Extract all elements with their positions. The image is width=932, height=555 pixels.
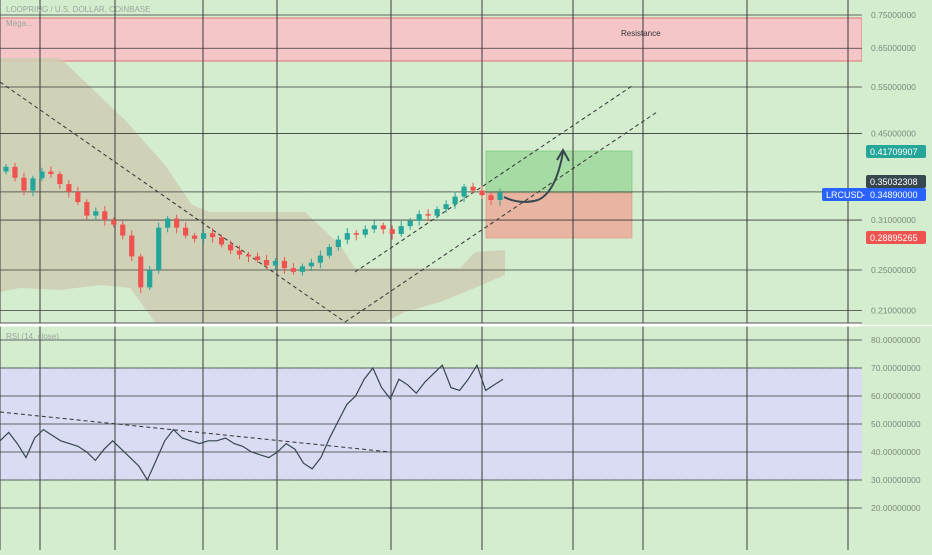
candle-body (174, 218, 180, 228)
rsi-tick-label: 80.00000000 (871, 335, 921, 345)
candle-body (335, 239, 341, 248)
candle-body (317, 255, 323, 263)
candle-body (254, 256, 261, 261)
resistance-label: Resistance (621, 29, 661, 38)
take-profit-value: 0.41709907 (870, 147, 918, 157)
candle-body (218, 237, 225, 245)
rsi-tick-label: 40.00000000 (871, 447, 921, 457)
candle-body (138, 256, 144, 288)
candle-body (183, 227, 189, 236)
candle-body (479, 190, 485, 196)
price-tick-label: 0.75000000 (871, 10, 916, 20)
candle-body (407, 220, 413, 227)
candle-body (362, 229, 368, 235)
rsi-tick-label: 50.00000000 (871, 419, 921, 429)
candle-body (371, 225, 377, 230)
candle-body (497, 192, 503, 200)
entry-value: 0.35032308 (870, 177, 918, 187)
candle-body (470, 186, 476, 191)
rsi-trend-line (0, 411, 391, 453)
candle-body (272, 260, 279, 266)
candle-body (75, 191, 81, 203)
price-tick-label: 0.45000000 (871, 129, 916, 139)
price-tick-label: 0.65000000 (871, 43, 916, 53)
candle-body (12, 166, 18, 178)
candle-body (488, 195, 494, 200)
price-axis-background (862, 0, 932, 325)
candle-body (48, 171, 54, 175)
candle-body (102, 211, 108, 221)
candle-body (308, 262, 314, 267)
price-tick-label: 0.25000000 (871, 265, 916, 275)
current-symbol: LRCUSD (826, 190, 864, 200)
stop-loss-zone (485, 192, 633, 239)
stop-loss-value: 0.28895265 (870, 233, 918, 243)
candle-body (326, 247, 332, 256)
indicator-legend[interactable]: RSI (14, close) (6, 332, 59, 341)
candle-body (93, 211, 99, 216)
candle-body (443, 204, 449, 210)
rsi-tick-label: 70.00000000 (871, 363, 921, 373)
grid-layer (0, 0, 862, 550)
resistance-zone (0, 17, 863, 62)
candle-body (165, 218, 171, 228)
candle-body (344, 233, 350, 240)
ichimoku-cloud (0, 58, 505, 322)
candle-body (353, 233, 359, 235)
candle-body (416, 214, 422, 221)
candle-body (290, 268, 297, 272)
candle-body (147, 270, 153, 288)
entry-tag: 0.35032308 (866, 175, 926, 188)
candle-body (398, 226, 404, 234)
candle-body (380, 225, 386, 230)
candle-body (192, 235, 198, 239)
current-price-tag: LRCUSD - 0.34890000 (822, 188, 926, 201)
price-tick-label: 0.21000000 (871, 305, 916, 315)
candle-body (299, 266, 305, 272)
take-profit-tag: 0.41709907 (866, 145, 926, 158)
rsi-axis-background (862, 326, 932, 550)
rsi-line (0, 363, 504, 482)
downtrend-line (0, 81, 346, 323)
stop-loss-tag: 0.28895265 (866, 231, 926, 244)
candle-body (263, 260, 270, 266)
candle-body (84, 202, 90, 216)
candle-body (129, 235, 135, 257)
candle-body (156, 227, 162, 270)
candle-body (389, 229, 395, 234)
candle-body (3, 166, 9, 172)
candle-body (111, 220, 117, 225)
candle-body (227, 244, 234, 251)
candle-body (434, 209, 440, 216)
rsi-tick-label: 60.00000000 (871, 391, 921, 401)
symbol-legend[interactable]: LOOPRING / U.S. DOLLAR, COINBASE (6, 5, 150, 14)
rsi-tick-label: 30.00000000 (871, 475, 921, 485)
candle-body (461, 186, 467, 197)
candles-layer (3, 162, 503, 293)
candle-body (425, 214, 431, 216)
rsi-axis[interactable]: 80.00000000 70.00000000 60.00000000 50.0000… (871, 335, 921, 513)
current-price-separator: - (862, 190, 865, 200)
rsi-tick-label: 20.00000000 (871, 503, 921, 513)
price-tick-label: 0.31000000 (871, 215, 916, 225)
symbol-subtitle: Mega... (6, 19, 33, 28)
current-price-value: 0.34890000 (870, 190, 918, 200)
candle-body (66, 184, 72, 192)
candle-body (245, 254, 252, 257)
candle-body (21, 177, 27, 191)
candle-body (39, 171, 45, 179)
candle-body (281, 260, 288, 269)
candle-body (30, 178, 36, 191)
candle-body (57, 174, 63, 185)
price-tick-label: 0.55000000 (871, 82, 916, 92)
candle-body (236, 250, 243, 255)
forecast-arrow (503, 151, 564, 203)
candle-body (120, 224, 126, 236)
candle-body (209, 233, 216, 238)
forecast-arrow-head (556, 147, 570, 162)
candle-body (201, 233, 207, 239)
candle-body (452, 196, 458, 205)
